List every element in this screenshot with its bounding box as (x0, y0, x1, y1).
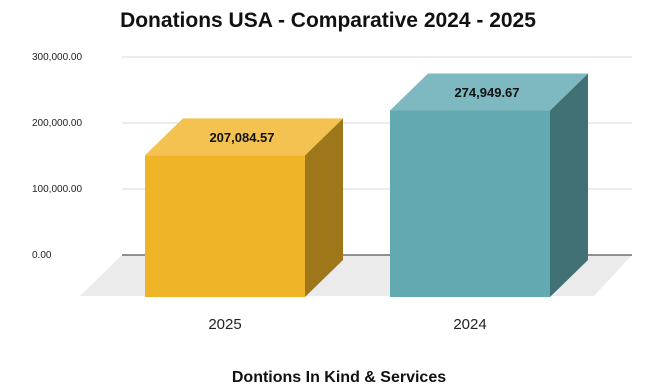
y-tick-label: 300,000.00 (32, 52, 82, 63)
bar-side-face (305, 118, 343, 297)
x-tick-label-2025: 2025 (208, 316, 241, 333)
x-tick-label-2024: 2024 (453, 316, 486, 333)
bar-2025 (145, 118, 343, 297)
y-tick-label: 100,000.00 (32, 184, 82, 195)
data-label-2025: 207,084.57 (209, 130, 274, 145)
bar-front-face (390, 110, 550, 297)
y-tick-label: 200,000.00 (32, 118, 82, 129)
bar-front-face (145, 155, 305, 297)
bar-2024 (390, 73, 588, 297)
x-axis-label: Dontions In Kind & Services (232, 369, 446, 386)
data-label-2024: 274,949.67 (454, 85, 519, 100)
bar-side-face (550, 73, 588, 297)
bar-top-face (145, 118, 343, 156)
data-labels: 207,084.57 274,949.67 (209, 85, 519, 145)
bars (145, 73, 588, 297)
x-axis-ticks: 2025 2024 (208, 316, 486, 333)
y-tick-label: 0.00 (32, 250, 52, 261)
bar-top-face (390, 73, 588, 111)
y-axis-ticks: 0.00 100,000.00 200,000.00 300,000.00 (32, 52, 82, 261)
chart-title: Donations USA - Comparative 2024 - 2025 (120, 9, 536, 32)
